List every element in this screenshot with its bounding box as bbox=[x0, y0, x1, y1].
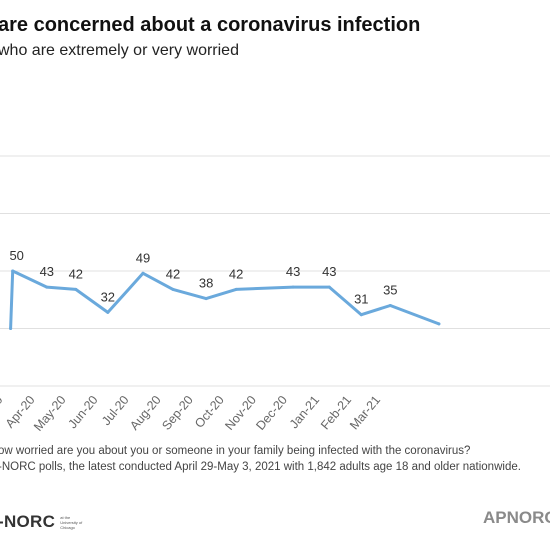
x-axis-ticks: 0Apr-20May-20Jun-20Jul-20Aug-20Sep-20Oct… bbox=[0, 393, 383, 434]
data-label: 42 bbox=[166, 266, 180, 281]
gridlines bbox=[0, 155, 550, 387]
data-label: 43 bbox=[286, 264, 300, 279]
data-point bbox=[359, 313, 363, 317]
data-point bbox=[388, 304, 392, 307]
data-point bbox=[74, 287, 78, 291]
data-point bbox=[45, 285, 49, 289]
x-tick-label: Jan-21 bbox=[287, 393, 322, 431]
data-label: 43 bbox=[322, 264, 336, 279]
chart-title: are concerned about a coronavirus infect… bbox=[0, 14, 421, 36]
data-point bbox=[106, 310, 110, 314]
data-point bbox=[437, 322, 441, 326]
data-label: 31 bbox=[354, 292, 368, 307]
chart-subtitle: who are extremely or very worried bbox=[0, 42, 239, 59]
data-label: 50 bbox=[9, 248, 23, 263]
data-point bbox=[291, 285, 295, 289]
data-label: 42 bbox=[229, 266, 243, 281]
data-labels: 50 43 42 32 49 42 38 42 43 43 31 35 bbox=[9, 248, 441, 330]
data-label: 42 bbox=[69, 266, 83, 281]
data-point bbox=[327, 285, 331, 289]
x-tick-label: Sep-20 bbox=[159, 393, 196, 433]
data-label: 43 bbox=[40, 264, 54, 279]
apnorc-logo: -NORC at the University of Chicago bbox=[0, 512, 86, 532]
survey-question-note: ow worried are you about you or someone … bbox=[0, 445, 471, 457]
logo-tagline: at the University of Chicago bbox=[60, 514, 83, 530]
x-tick-label: Aug-20 bbox=[127, 393, 164, 433]
data-point bbox=[9, 327, 13, 330]
data-point bbox=[204, 297, 208, 301]
data-label: 35 bbox=[383, 283, 397, 298]
x-tick-label: Oct-20 bbox=[192, 393, 227, 431]
data-label: 49 bbox=[136, 250, 150, 265]
data-point bbox=[171, 287, 175, 291]
series-line bbox=[9, 269, 441, 330]
x-tick-label: Feb-21 bbox=[318, 393, 354, 432]
x-tick-label: May-20 bbox=[31, 393, 69, 434]
x-tick-label: Dec-20 bbox=[253, 393, 290, 433]
series-line-group bbox=[9, 269, 441, 330]
logo-wordmark: -NORC bbox=[0, 512, 56, 531]
x-tick-label: 0 bbox=[0, 393, 6, 407]
x-tick-label: Nov-20 bbox=[222, 393, 259, 433]
data-label: 32 bbox=[101, 289, 115, 304]
data-label: 38 bbox=[199, 276, 213, 291]
data-point bbox=[11, 269, 15, 273]
x-tick-label: Mar-21 bbox=[347, 393, 383, 432]
source-note: -NORC polls, the latest conducted April … bbox=[0, 461, 521, 473]
data-point bbox=[141, 271, 145, 275]
source-url: APNORC.c bbox=[483, 508, 550, 527]
data-point bbox=[234, 287, 238, 291]
x-tick-label: Jun-20 bbox=[65, 393, 100, 431]
